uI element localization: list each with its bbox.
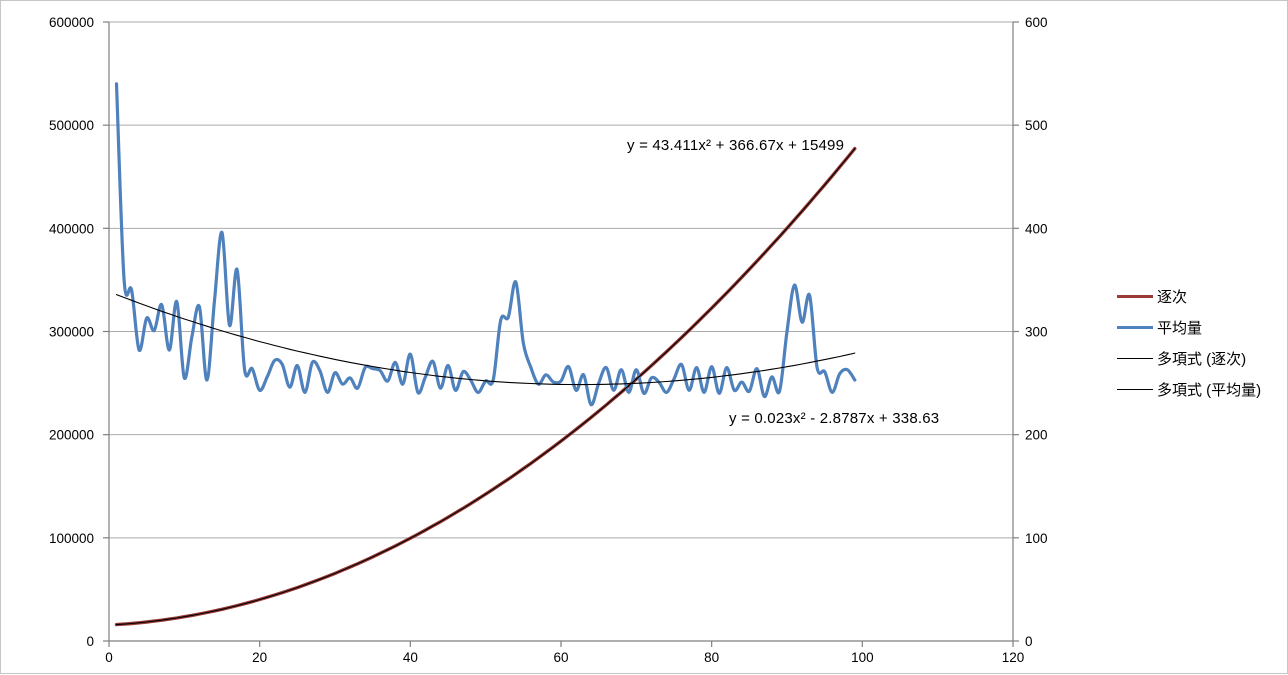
legend-line-sample-poly-average bbox=[1117, 389, 1153, 390]
trendline-sequential bbox=[115, 148, 856, 626]
y-left-tick-label: 100000 bbox=[49, 531, 94, 546]
x-tick-label: 20 bbox=[252, 650, 267, 665]
x-tick-label: 0 bbox=[105, 650, 113, 665]
x-tick-label: 60 bbox=[553, 650, 568, 665]
trendline-average bbox=[115, 294, 856, 386]
y-right-tick-label: 400 bbox=[1025, 221, 1048, 236]
legend-label-sequential: 逐次 bbox=[1157, 289, 1188, 306]
legend: 逐次 平均量 多項式 (逐次) 多項式 (平均量) bbox=[1117, 281, 1261, 405]
y-right-tick-label: 600 bbox=[1025, 15, 1048, 30]
x-tick-label: 100 bbox=[851, 650, 874, 665]
legend-label-poly-sequential: 多項式 (逐次) bbox=[1157, 351, 1247, 368]
x-tick-label: 80 bbox=[704, 650, 719, 665]
legend-line-sample-average bbox=[1117, 326, 1153, 329]
y-left-tick-label: 400000 bbox=[49, 221, 94, 236]
series-line-average bbox=[114, 82, 857, 407]
y-left-tick-label: 200000 bbox=[49, 428, 94, 443]
x-tick-label: 40 bbox=[403, 650, 418, 665]
y-left-tick-label: 500000 bbox=[49, 118, 94, 133]
y-left-tick-label: 300000 bbox=[49, 325, 94, 340]
y-right-tick-label: 500 bbox=[1025, 118, 1048, 133]
trendline-equation-average: y = 0.023x² - 2.8787x + 338.63 bbox=[729, 410, 940, 427]
y-left-tick-label: 600000 bbox=[49, 15, 94, 30]
y-right-tick-label: 0 bbox=[1025, 634, 1033, 649]
y-right-tick-label: 300 bbox=[1025, 325, 1048, 340]
trendline-equation-sequential: y = 43.411x² + 366.67x + 15499 bbox=[627, 137, 845, 154]
legend-label-average: 平均量 bbox=[1157, 320, 1203, 337]
y-left-tick-label: 0 bbox=[86, 634, 94, 649]
legend-item-poly-average: 多項式 (平均量) bbox=[1117, 374, 1261, 405]
y-right-tick-label: 200 bbox=[1025, 428, 1048, 443]
x-tick-label: 120 bbox=[1002, 650, 1025, 665]
legend-item-average: 平均量 bbox=[1117, 312, 1261, 343]
legend-line-sample-sequential bbox=[1117, 295, 1153, 298]
legend-label-poly-average: 多項式 (平均量) bbox=[1157, 382, 1262, 399]
legend-item-poly-sequential: 多項式 (逐次) bbox=[1117, 343, 1261, 374]
legend-line-sample-poly-sequential bbox=[1117, 358, 1153, 359]
y-right-tick-label: 100 bbox=[1025, 531, 1048, 546]
legend-item-sequential: 逐次 bbox=[1117, 281, 1261, 312]
